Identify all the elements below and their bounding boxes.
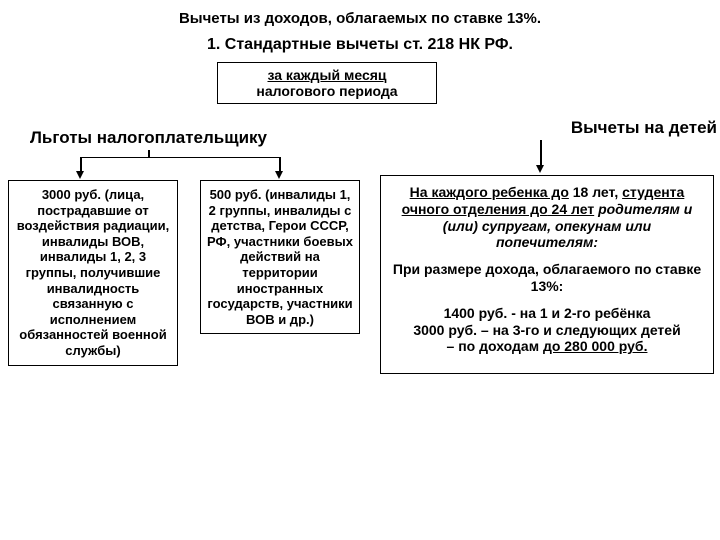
period-line2: налогового периода	[226, 83, 428, 99]
benefits-title: Льготы налогоплательщику	[30, 128, 267, 148]
children-p2: При размере дохода, облагаемого по ставк…	[391, 261, 703, 295]
period-line1: за каждый месяц	[226, 67, 428, 83]
children-l1b: 18 лет,	[569, 184, 618, 200]
children-l5b: 3000 руб. – на 3-го и следующих детей	[413, 322, 680, 338]
children-l5c: – по доходам	[447, 338, 543, 354]
children-p3: 1400 руб. - на 1 и 2-го ребёнка 3000 руб…	[391, 305, 703, 355]
children-title: Вычеты на детей	[571, 118, 717, 138]
arrow-benefits-horiz	[80, 157, 280, 158]
subtitle: 1. Стандартные вычеты ст. 218 НК РФ.	[0, 36, 720, 54]
children-l2b: 24 лет	[548, 201, 595, 217]
arrow-children-stem	[540, 140, 542, 166]
children-l1a: На каждого ребенка до	[410, 184, 569, 200]
arrow-to-500-head	[275, 171, 283, 179]
children-l5a: 1400 руб. - на 1 и 2-го ребёнка	[444, 305, 651, 321]
arrow-children-head	[536, 165, 544, 173]
main-title: Вычеты из доходов, облагаемых по ставке …	[0, 10, 720, 27]
box-3000: 3000 руб. (лица, пострадавшие от воздейс…	[8, 180, 178, 366]
box-500: 500 руб. (инвалиды 1, 2 группы, инвалиды…	[200, 180, 360, 334]
arrow-to-3000-stem	[80, 157, 82, 172]
arrow-to-3000-head	[76, 171, 84, 179]
box-children: На каждого ребенка до 18 лет, студента о…	[380, 175, 714, 374]
arrow-to-500-stem	[279, 157, 281, 172]
period-box: за каждый месяц налогового периода	[217, 62, 437, 104]
children-l5d: до 280 000 руб.	[543, 338, 648, 354]
children-p1: На каждого ребенка до 18 лет, студента о…	[391, 184, 703, 251]
